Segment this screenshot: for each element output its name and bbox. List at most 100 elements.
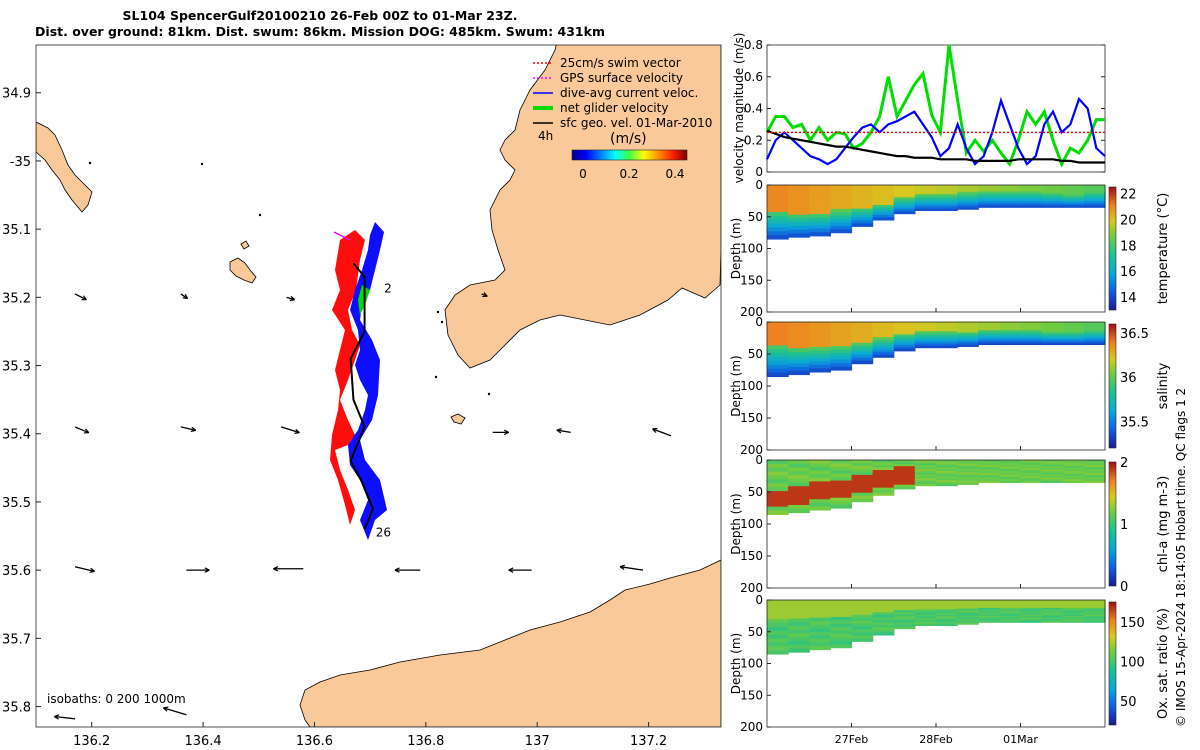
profile-cell: [767, 498, 789, 504]
profile-cell: [1062, 614, 1085, 617]
profile-cell: [1062, 186, 1085, 189]
profile-cell: [914, 461, 937, 465]
profile-cell: [851, 322, 874, 326]
profile-cell: [999, 325, 1022, 328]
y-tick-label: 200: [740, 720, 763, 734]
profile-cell: [788, 370, 810, 376]
profile-cell: [809, 361, 831, 366]
profile-cell: [872, 212, 895, 216]
profile-cell: [978, 607, 1000, 611]
profile-cell: [893, 334, 916, 337]
profile-cell: [1041, 479, 1064, 482]
profile-cell: [1041, 194, 1064, 197]
profile-cell: [851, 342, 874, 347]
profile-cell: [1083, 185, 1106, 188]
profile-cell: [1020, 191, 1043, 194]
vector-shaft: [286, 296, 295, 301]
vector-head: [652, 428, 657, 433]
profile-cell: [788, 618, 810, 623]
profile-cell: [851, 492, 874, 497]
profile-cell: [872, 217, 895, 221]
profile-cell: [893, 626, 916, 630]
profile-cell: [1041, 202, 1064, 205]
profile-cell: [978, 606, 1000, 609]
profile-cell: [914, 194, 937, 197]
profile-cell: [767, 337, 789, 343]
profile-cell: [957, 465, 979, 468]
profile-cell: [914, 195, 937, 199]
profile-cell: [1062, 604, 1085, 607]
profile-cell: [809, 210, 831, 215]
profile-cell: [1083, 333, 1106, 336]
profile-cell: [767, 364, 789, 370]
vector-head: [190, 429, 196, 433]
profile-cell: [809, 467, 831, 472]
profile-cell: [1083, 479, 1106, 482]
profile-cell: [851, 474, 874, 479]
profile-cell: [936, 343, 958, 347]
profile-cell: [1062, 192, 1085, 196]
profile-cell: [872, 487, 895, 491]
profile-cell: [788, 344, 810, 349]
profile-cell: [893, 606, 916, 609]
profile-cell: [809, 203, 831, 208]
profile-cell: [893, 344, 916, 348]
profile-cell: [1062, 479, 1085, 482]
y-tick-label: 0: [755, 593, 763, 607]
profile-cell: [957, 203, 979, 207]
profile-cell: [1020, 326, 1043, 329]
profile-cell: [830, 349, 853, 354]
profile-cell: [978, 466, 1000, 469]
profile-cell: [999, 463, 1022, 466]
y-tick-label: 150: [740, 273, 763, 287]
profile-cell: [936, 621, 958, 625]
profile-cell: [809, 339, 831, 344]
profile-cell: [1083, 464, 1106, 467]
profile-cell: [957, 613, 979, 617]
profile-cell: [978, 204, 1000, 207]
profile-cell: [1062, 471, 1085, 474]
profile-cell: [1062, 472, 1085, 475]
profile-cell: [851, 205, 874, 210]
profile-cell: [1083, 474, 1106, 477]
profile-cell: [914, 325, 937, 329]
profile-cell: [957, 197, 979, 200]
profile-cell: [893, 462, 916, 465]
profile-cell: [999, 196, 1022, 199]
profile-cell: [999, 192, 1022, 196]
profile-cell: [893, 330, 916, 333]
profile-cell: [957, 188, 979, 191]
profile-cell: [914, 623, 937, 626]
profile-cell: [1020, 463, 1043, 466]
profile-cell: [809, 228, 831, 233]
geo-velocity-vector: [180, 293, 189, 300]
profile-cell: [830, 205, 853, 210]
profile-cell: [767, 192, 789, 198]
profile-cell: [830, 366, 853, 371]
profile-cell: [999, 339, 1022, 342]
profile-cell: [809, 631, 831, 636]
profile-cell: [936, 195, 958, 199]
profile-cell: [1020, 469, 1043, 472]
profile-cell: [957, 603, 979, 606]
y-tick-label: 200: [740, 443, 763, 457]
profile-cell: [872, 460, 895, 464]
profile-cell: [893, 464, 916, 467]
profile-cell: [957, 335, 979, 339]
profile-cell: [809, 343, 831, 348]
colorbar-note: 4h: [538, 129, 553, 143]
profile-cell: [788, 611, 810, 616]
colorbar-tick-label: 0: [1120, 580, 1128, 595]
profile-cell: [936, 603, 958, 607]
profile-cell: [893, 614, 916, 617]
profile-cell: [978, 200, 1000, 204]
profile-cell: [914, 343, 937, 347]
y-tick-label: 0.2: [744, 133, 763, 147]
profile-cell: [914, 331, 937, 334]
profile-cell: [893, 622, 916, 626]
profile-cell: [767, 487, 789, 492]
profile-cell: [914, 192, 937, 195]
profile-cell: [936, 609, 958, 612]
profile-cell: [872, 199, 895, 204]
